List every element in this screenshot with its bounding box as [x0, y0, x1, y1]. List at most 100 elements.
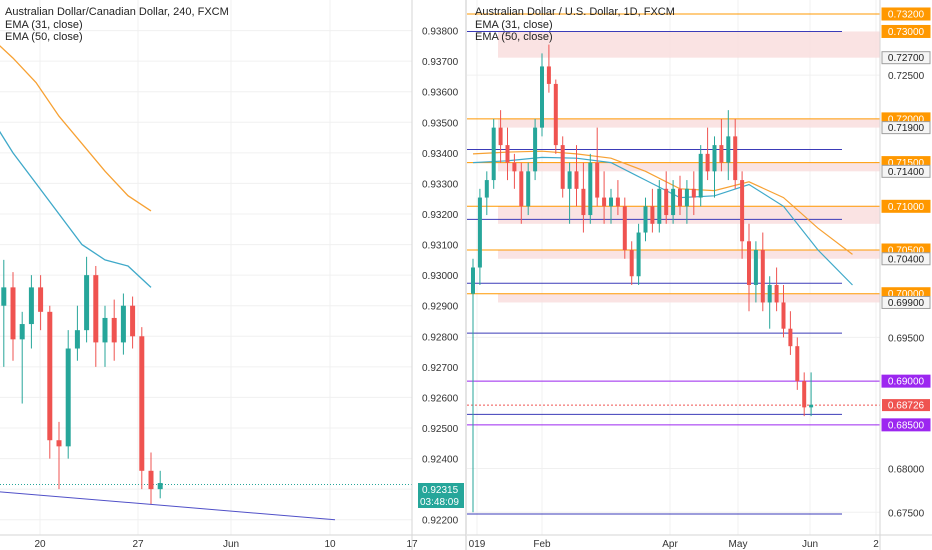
left-candle-body[interactable] — [157, 483, 163, 490]
left-candle-body[interactable] — [130, 305, 136, 337]
left-candle-body[interactable] — [111, 317, 117, 343]
left-y-tick: 0.92800 — [422, 332, 459, 343]
right-candle-body[interactable] — [512, 162, 517, 172]
right-candle-body[interactable] — [595, 162, 600, 198]
right-candle-body[interactable] — [643, 206, 648, 233]
right-level-tag[interactable] — [881, 295, 931, 309]
right-level-tag-label: 0.72700 — [888, 53, 925, 64]
right-level-tag[interactable] — [881, 418, 931, 432]
left-y-tick: 0.93600 — [422, 88, 459, 99]
right-candle-body[interactable] — [753, 250, 758, 285]
right-candle-body[interactable] — [671, 188, 676, 216]
right-x-tick: Apr — [662, 539, 678, 550]
right-candle-body[interactable] — [491, 127, 496, 181]
trend-lines[interactable] — [0, 489, 336, 521]
right-candle-body[interactable] — [519, 171, 524, 207]
right-candle-body[interactable] — [533, 127, 538, 172]
right-candle-body[interactable] — [546, 66, 551, 84]
right-candle-body[interactable] — [795, 346, 800, 382]
right-candle-body[interactable] — [602, 197, 607, 207]
right-supply-zone[interactable] — [498, 31, 880, 58]
right-candle-body[interactable] — [526, 171, 531, 207]
right-candle-body[interactable] — [477, 197, 482, 268]
left-price-tag — [418, 483, 464, 496]
right-level-tag[interactable] — [881, 199, 931, 213]
right-candle-body[interactable] — [719, 145, 724, 163]
right-candle-body[interactable] — [691, 188, 696, 198]
right-level-tag-label: 0.70500 — [888, 246, 925, 257]
right-candle-body[interactable] — [609, 197, 613, 207]
right-candle-body[interactable] — [650, 206, 655, 224]
left-candle-body[interactable] — [65, 348, 71, 447]
candles[interactable] — [0, 44, 814, 513]
right-candle-body[interactable] — [740, 180, 745, 242]
left-candle-body[interactable] — [38, 287, 44, 312]
right-candle-body[interactable] — [678, 188, 682, 207]
left-candle-body[interactable] — [47, 311, 53, 441]
right-candle-body[interactable] — [505, 145, 510, 163]
right-candle-body[interactable] — [484, 180, 489, 198]
right-candle-body[interactable] — [809, 404, 814, 408]
right-level-tag[interactable] — [881, 121, 931, 135]
left-candle-body[interactable] — [120, 305, 126, 343]
left-candle-body[interactable] — [102, 317, 108, 343]
right-candle-body[interactable] — [767, 284, 772, 303]
right-candle-body[interactable] — [553, 83, 558, 146]
right-candle-body[interactable] — [657, 188, 662, 224]
right-candle-body[interactable] — [726, 136, 731, 163]
right-candle-body[interactable] — [698, 153, 703, 198]
right-supply-zone[interactable] — [498, 118, 880, 128]
left-candle-body[interactable] — [148, 470, 154, 490]
left-candle-body[interactable] — [1, 287, 7, 306]
right-candle-body[interactable] — [498, 127, 503, 146]
right-level-tag-label: 0.69900 — [888, 298, 925, 309]
right-level-tag[interactable] — [881, 252, 931, 266]
left-candle-body[interactable] — [84, 275, 90, 331]
left-countdown-tag — [418, 496, 464, 508]
left-candle-body[interactable] — [10, 287, 16, 340]
right-candle-body[interactable] — [781, 302, 786, 329]
right-candle-body[interactable] — [664, 188, 669, 216]
left-chart-title: Australian Dollar/Canadian Dollar, 240, … — [5, 6, 229, 18]
right-level-tag[interactable] — [881, 164, 931, 178]
right-candle-body[interactable] — [788, 328, 793, 347]
right-supply-zone[interactable] — [498, 162, 880, 172]
right-candle-body[interactable] — [684, 188, 689, 207]
right-candle-body[interactable] — [747, 241, 751, 285]
right-candle-body[interactable] — [733, 136, 738, 181]
right-candle-body[interactable] — [615, 197, 620, 207]
right-supply-zone[interactable] — [498, 293, 880, 303]
left-candle-body[interactable] — [74, 330, 80, 349]
left-trend-line[interactable] — [0, 489, 336, 521]
right-candle-body[interactable] — [588, 162, 593, 216]
right-candle-body[interactable] — [581, 188, 586, 216]
left-candle-body[interactable] — [28, 287, 34, 325]
right-candle-body[interactable] — [560, 145, 565, 189]
right-level-tag[interactable] — [881, 24, 931, 38]
right-level-tag-label: 0.71900 — [888, 123, 925, 134]
right-candle-body[interactable] — [712, 145, 717, 172]
right-supply-zone[interactable] — [498, 250, 880, 259]
right-candle-body[interactable] — [705, 153, 710, 172]
right-candle-body[interactable] — [540, 66, 544, 128]
right-ema31-legend: EMA (31, close) — [475, 19, 553, 31]
right-candle-body[interactable] — [574, 171, 579, 189]
right-x-tick: 2 — [873, 539, 879, 550]
right-level-tag[interactable] — [881, 51, 931, 65]
left-candle-body[interactable] — [19, 324, 25, 340]
right-candle-body[interactable] — [636, 232, 641, 277]
right-candle-body[interactable] — [471, 267, 475, 294]
right-candle-body[interactable] — [567, 171, 572, 189]
right-candle-body[interactable] — [802, 381, 807, 408]
right-candle-body[interactable] — [622, 206, 627, 251]
right-supply-zone[interactable] — [498, 206, 880, 224]
left-candle-body[interactable] — [93, 275, 99, 343]
right-level-tag[interactable] — [881, 374, 931, 388]
right-candle-body[interactable] — [774, 284, 779, 303]
left-candle-body[interactable] — [139, 336, 145, 471]
left-candle-body[interactable] — [56, 440, 62, 447]
right-candle-body[interactable] — [760, 250, 765, 303]
right-level-tag[interactable] — [881, 7, 931, 21]
right-candle-body[interactable] — [629, 250, 634, 277]
